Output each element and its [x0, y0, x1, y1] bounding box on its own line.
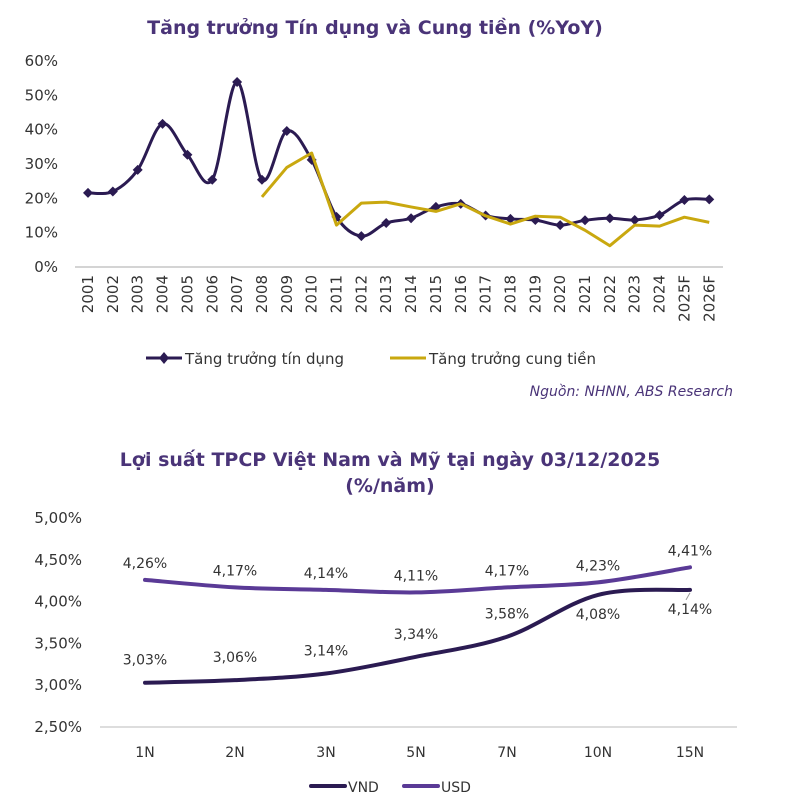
credit-point: [505, 213, 516, 224]
y-tick-label: 4,00%: [34, 593, 82, 611]
credit-point: [555, 220, 566, 231]
x-tick-label: 2016: [452, 275, 470, 313]
y-tick-label: 30%: [25, 155, 58, 173]
x-tick-label: 2025F: [675, 275, 693, 322]
chart1: 0% 10% 20% 30% 40% 50% 60% 2001 2002 2003 2004 2005…: [25, 52, 723, 322]
x-tick-label: 2005: [178, 275, 196, 313]
credit-point: [157, 118, 168, 129]
y-tick-label: 60%: [25, 52, 58, 70]
chart2-title: Lợi suất TPCP Việt Nam và Mỹ tại ngày 03…: [120, 448, 660, 471]
credit-point: [256, 174, 267, 185]
data-label: 3,03%: [123, 653, 167, 669]
y-tick-label: 40%: [25, 121, 58, 139]
vnd-yield-line: [143, 587, 692, 685]
m2-growth-line: [260, 151, 710, 248]
credit-point: [629, 214, 640, 225]
chart2-subtitle: (%/năm): [345, 475, 435, 497]
x-tick-label: 2011: [328, 275, 346, 313]
x-tick-label: 2006: [203, 275, 221, 313]
credit-point: [232, 76, 243, 87]
label-leader-line: [685, 592, 691, 601]
legend-usd-label: USD: [441, 780, 471, 796]
data-label: 4,14%: [304, 566, 348, 582]
y-tick-label: 5,00%: [34, 509, 82, 527]
credit-point: [132, 164, 143, 175]
x-tick-label: 2001: [79, 275, 97, 313]
credit-point: [83, 187, 93, 198]
data-label: 4,14%: [668, 602, 712, 618]
credit-point: [281, 126, 292, 137]
chart2-legend: VND USD: [309, 780, 471, 796]
x-tick-label: 2008: [253, 275, 271, 313]
data-label: 4,08%: [576, 607, 620, 623]
y-tick-label: 0%: [34, 258, 58, 276]
x-tick-label: 1N: [135, 745, 154, 761]
credit-point: [406, 213, 417, 224]
x-tick-label: 2010: [303, 275, 321, 313]
y-tick-label: 20%: [25, 189, 58, 207]
x-tick-label: 2020: [551, 275, 569, 313]
usd-yield-line: [143, 565, 692, 595]
data-label: 3,14%: [304, 643, 348, 659]
source-note: Nguồn: NHNN, ABS Research: [530, 383, 733, 400]
data-label: 4,23%: [576, 558, 620, 574]
chart1-title: Tăng trưởng Tín dụng và Cung tiền (%YoY): [147, 16, 603, 39]
data-label: 3,06%: [213, 650, 257, 666]
data-label: 4,26%: [123, 556, 167, 572]
x-tick-label: 2012: [352, 275, 370, 313]
x-tick-label: 2013: [377, 275, 395, 313]
x-tick-label: 5N: [406, 745, 425, 761]
x-tick-label: 2026F: [700, 275, 718, 322]
data-label: 4,41%: [668, 543, 712, 559]
credit-point: [356, 231, 367, 242]
credit-point: [654, 210, 665, 221]
x-tick-label: 2009: [278, 275, 296, 313]
legend-credit-label: Tăng trưởng tín dụng: [184, 350, 344, 368]
credit-point: [679, 195, 690, 206]
x-tick-label: 10N: [584, 745, 612, 761]
x-tick-label: 2021: [576, 275, 594, 313]
x-tick-label: 2017: [477, 275, 495, 313]
x-tick-label: 2023: [626, 275, 644, 313]
x-tick-label: 2024: [651, 275, 669, 313]
x-tick-label: 2002: [104, 275, 122, 313]
chart1-legend: Tăng trưởng tín dụng Tăng trưởng cung ti…: [146, 350, 596, 368]
credit-point: [381, 218, 392, 229]
x-tick-label: 2019: [526, 275, 544, 313]
x-tick-label: 2014: [402, 275, 420, 313]
data-label: 3,34%: [394, 627, 438, 643]
legend-m2-label: Tăng trưởng cung tiền: [428, 350, 596, 368]
credit-point: [580, 215, 590, 226]
x-tick-label: 7N: [497, 745, 516, 761]
x-tick-label: 2018: [501, 275, 519, 313]
x-tick-label: 2015: [427, 275, 445, 313]
chart2: 2,50% 3,00% 3,50% 4,00% 4,50% 5,00% 1N 2N 3N 5N 7N…: [34, 509, 737, 761]
x-tick-label: 2022: [601, 275, 619, 313]
y-tick-label: 3,00%: [34, 676, 82, 694]
x-tick-label: 2003: [129, 275, 147, 313]
x-tick-label: 3N: [316, 745, 335, 761]
data-label: 4,17%: [485, 563, 529, 579]
credit-point: [207, 174, 218, 185]
data-label: 4,11%: [394, 568, 438, 584]
y-tick-label: 3,50%: [34, 634, 82, 652]
credit-point: [704, 194, 715, 205]
credit-point: [107, 186, 118, 197]
x-tick-label: 2007: [228, 275, 246, 313]
legend-credit-marker: [159, 352, 169, 364]
x-tick-label: 15N: [676, 745, 704, 761]
data-label: 3,58%: [485, 607, 529, 623]
y-tick-label: 50%: [25, 86, 58, 104]
data-label: 4,17%: [213, 563, 257, 579]
credit-point: [604, 213, 615, 224]
legend-vnd-label: VND: [348, 780, 379, 796]
y-tick-label: 4,50%: [34, 551, 82, 569]
y-tick-label: 10%: [25, 224, 58, 242]
credit-point: [182, 149, 193, 160]
x-tick-label: 2N: [225, 745, 244, 761]
y-tick-label: 2,50%: [34, 718, 82, 736]
x-tick-label: 2004: [154, 275, 172, 313]
credit-growth-line: [87, 80, 710, 238]
